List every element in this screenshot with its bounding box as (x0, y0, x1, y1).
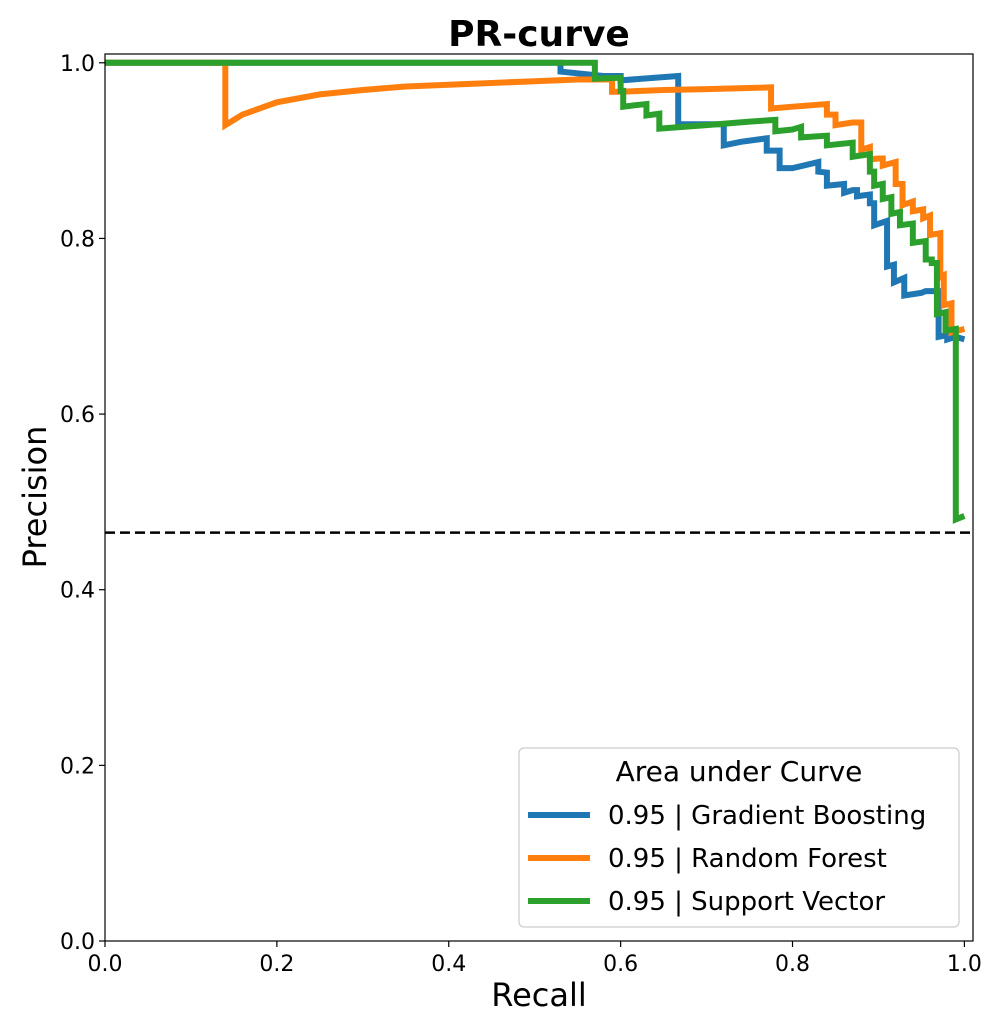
series-layer (105, 59, 966, 524)
legend-entries: 0.95 | Gradient Boosting 0.95 | Random Fo… (528, 801, 926, 917)
plot-frame (104, 53, 974, 942)
y-tick-label: 1.0 (60, 52, 95, 77)
x-tick-label: 1.0 (947, 952, 982, 977)
series-line-2 (105, 59, 966, 524)
x-tick-label: 0.6 (603, 952, 638, 977)
y-axis-ticks: 0.0 0.2 0.4 0.6 0.8 1.0 (60, 52, 105, 955)
x-axis-ticks: 0.0 0.2 0.4 0.6 0.8 1.0 (88, 941, 982, 977)
series-line-1 (105, 59, 966, 337)
x-tick-label: 0.4 (431, 952, 466, 977)
y-axis-label: Precision (16, 426, 54, 569)
y-tick-label: 0.8 (60, 227, 95, 252)
y-tick-label: 0.6 (60, 403, 95, 428)
legend-box (518, 747, 960, 928)
legend-label: 0.95 | Random Forest (608, 844, 887, 874)
legend-label: 0.95 | Gradient Boosting (608, 801, 926, 831)
legend: Area under Curve 0.95 | Gradient Boostin… (518, 747, 960, 928)
chart-title: PR-curve (448, 14, 630, 55)
x-tick-label: 0.8 (775, 952, 810, 977)
y-tick-label: 0.2 (60, 754, 95, 779)
x-tick-label: 0.0 (88, 952, 123, 977)
legend-title: Area under Curve (616, 755, 863, 788)
legend-label: 0.95 | Support Vector (608, 887, 885, 917)
y-tick-label: 0.4 (60, 579, 95, 604)
x-axis-label: Recall (491, 976, 586, 1014)
x-tick-label: 0.2 (259, 952, 294, 977)
y-tick-label: 0.0 (60, 930, 95, 955)
